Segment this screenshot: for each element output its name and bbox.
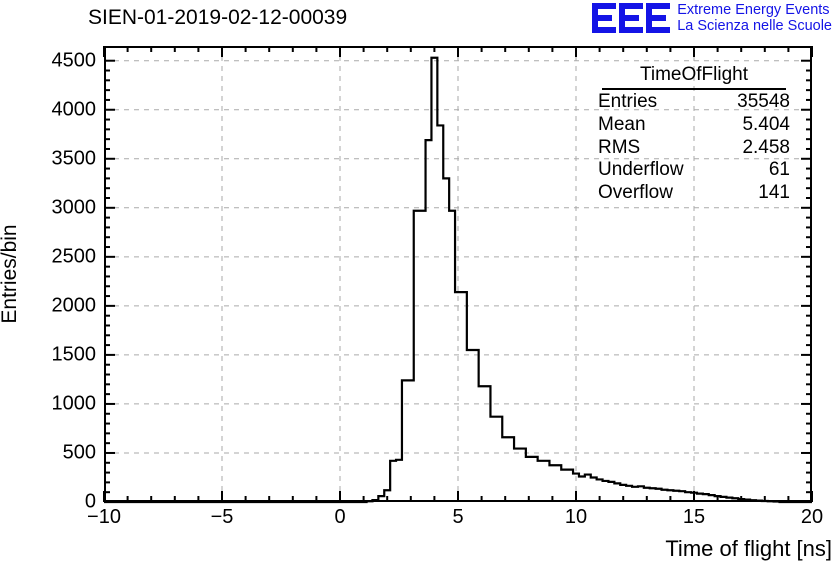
stats-key: Entries xyxy=(598,91,658,112)
eee-logo-line2: La Scienza nelle Scuole xyxy=(677,18,832,35)
stats-key: RMS xyxy=(598,136,641,158)
y-tick-label: 2500 xyxy=(51,245,97,268)
eee-logo-text: Extreme Energy Events La Scienza nelle S… xyxy=(677,2,832,34)
stats-row: Underflow 61 xyxy=(596,159,792,182)
stats-row: RMS 2.458 xyxy=(596,137,792,160)
stats-row: Mean 5.404 xyxy=(596,114,792,137)
stats-key: Overflow xyxy=(598,182,673,204)
stats-value: 2.458 xyxy=(742,136,790,158)
y-tick-label: 4500 xyxy=(51,49,97,72)
eee-logo: Extreme Energy Events La Scienza nelle S… xyxy=(592,2,832,34)
stats-row: Entries 35548 xyxy=(596,91,792,114)
y-tick-label: 1500 xyxy=(51,343,97,366)
eee-letter-icon xyxy=(646,3,671,34)
stats-value: 141 xyxy=(758,182,790,204)
x-tick-label: 0 xyxy=(334,506,346,528)
y-tick-label: 1000 xyxy=(51,392,97,415)
x-tick-label: 5 xyxy=(452,506,464,528)
x-tick-label: 20 xyxy=(800,506,824,528)
stats-value: 61 xyxy=(768,159,790,181)
x-tick-label: −10 xyxy=(87,506,121,528)
x-axis-title: Time of flight [ns] xyxy=(665,536,832,561)
eee-logo-mark xyxy=(592,3,671,34)
x-tick-label: −5 xyxy=(210,506,234,528)
x-tick-label: 15 xyxy=(682,506,706,528)
stats-rows: Entries 35548 Mean 5.404 RMS 2.458 Underflow 61… xyxy=(596,91,792,205)
stats-value: 35548 xyxy=(737,91,790,112)
stats-key: Mean xyxy=(598,113,646,135)
stats-title: TimeOfFlight xyxy=(602,64,786,90)
eee-letter-icon xyxy=(619,3,644,34)
histogram-outline xyxy=(104,56,812,504)
eee-logo-line1: Extreme Energy Events xyxy=(677,2,830,18)
page-title: SIEN-01-2019-02-12-00039 xyxy=(88,6,348,29)
y-axis-tick-labels: 0 500 1000 1500 2000 2500 3000 3500 4000 4500 xyxy=(0,46,97,512)
eee-letter-icon xyxy=(592,3,617,34)
y-tick-label: 2000 xyxy=(51,294,97,317)
stats-row: Overflow 141 xyxy=(596,182,792,205)
y-tick-label: 3000 xyxy=(51,196,97,219)
gridlines xyxy=(104,46,812,502)
stats-value: 5.404 xyxy=(742,113,790,135)
stats-box: TimeOfFlight Entries 35548 Mean 5.404 RMS 2.4… xyxy=(596,64,792,205)
y-tick-label: 4000 xyxy=(51,98,97,121)
x-axis-tick-labels: −10 −5 0 5 10 15 20 xyxy=(87,506,823,532)
y-tick-label: 3500 xyxy=(51,147,97,170)
y-tick-label: 0 xyxy=(84,490,96,513)
x-tick-label: 10 xyxy=(564,506,588,528)
y-tick-label: 500 xyxy=(62,441,96,464)
stats-key: Underflow xyxy=(598,159,684,181)
